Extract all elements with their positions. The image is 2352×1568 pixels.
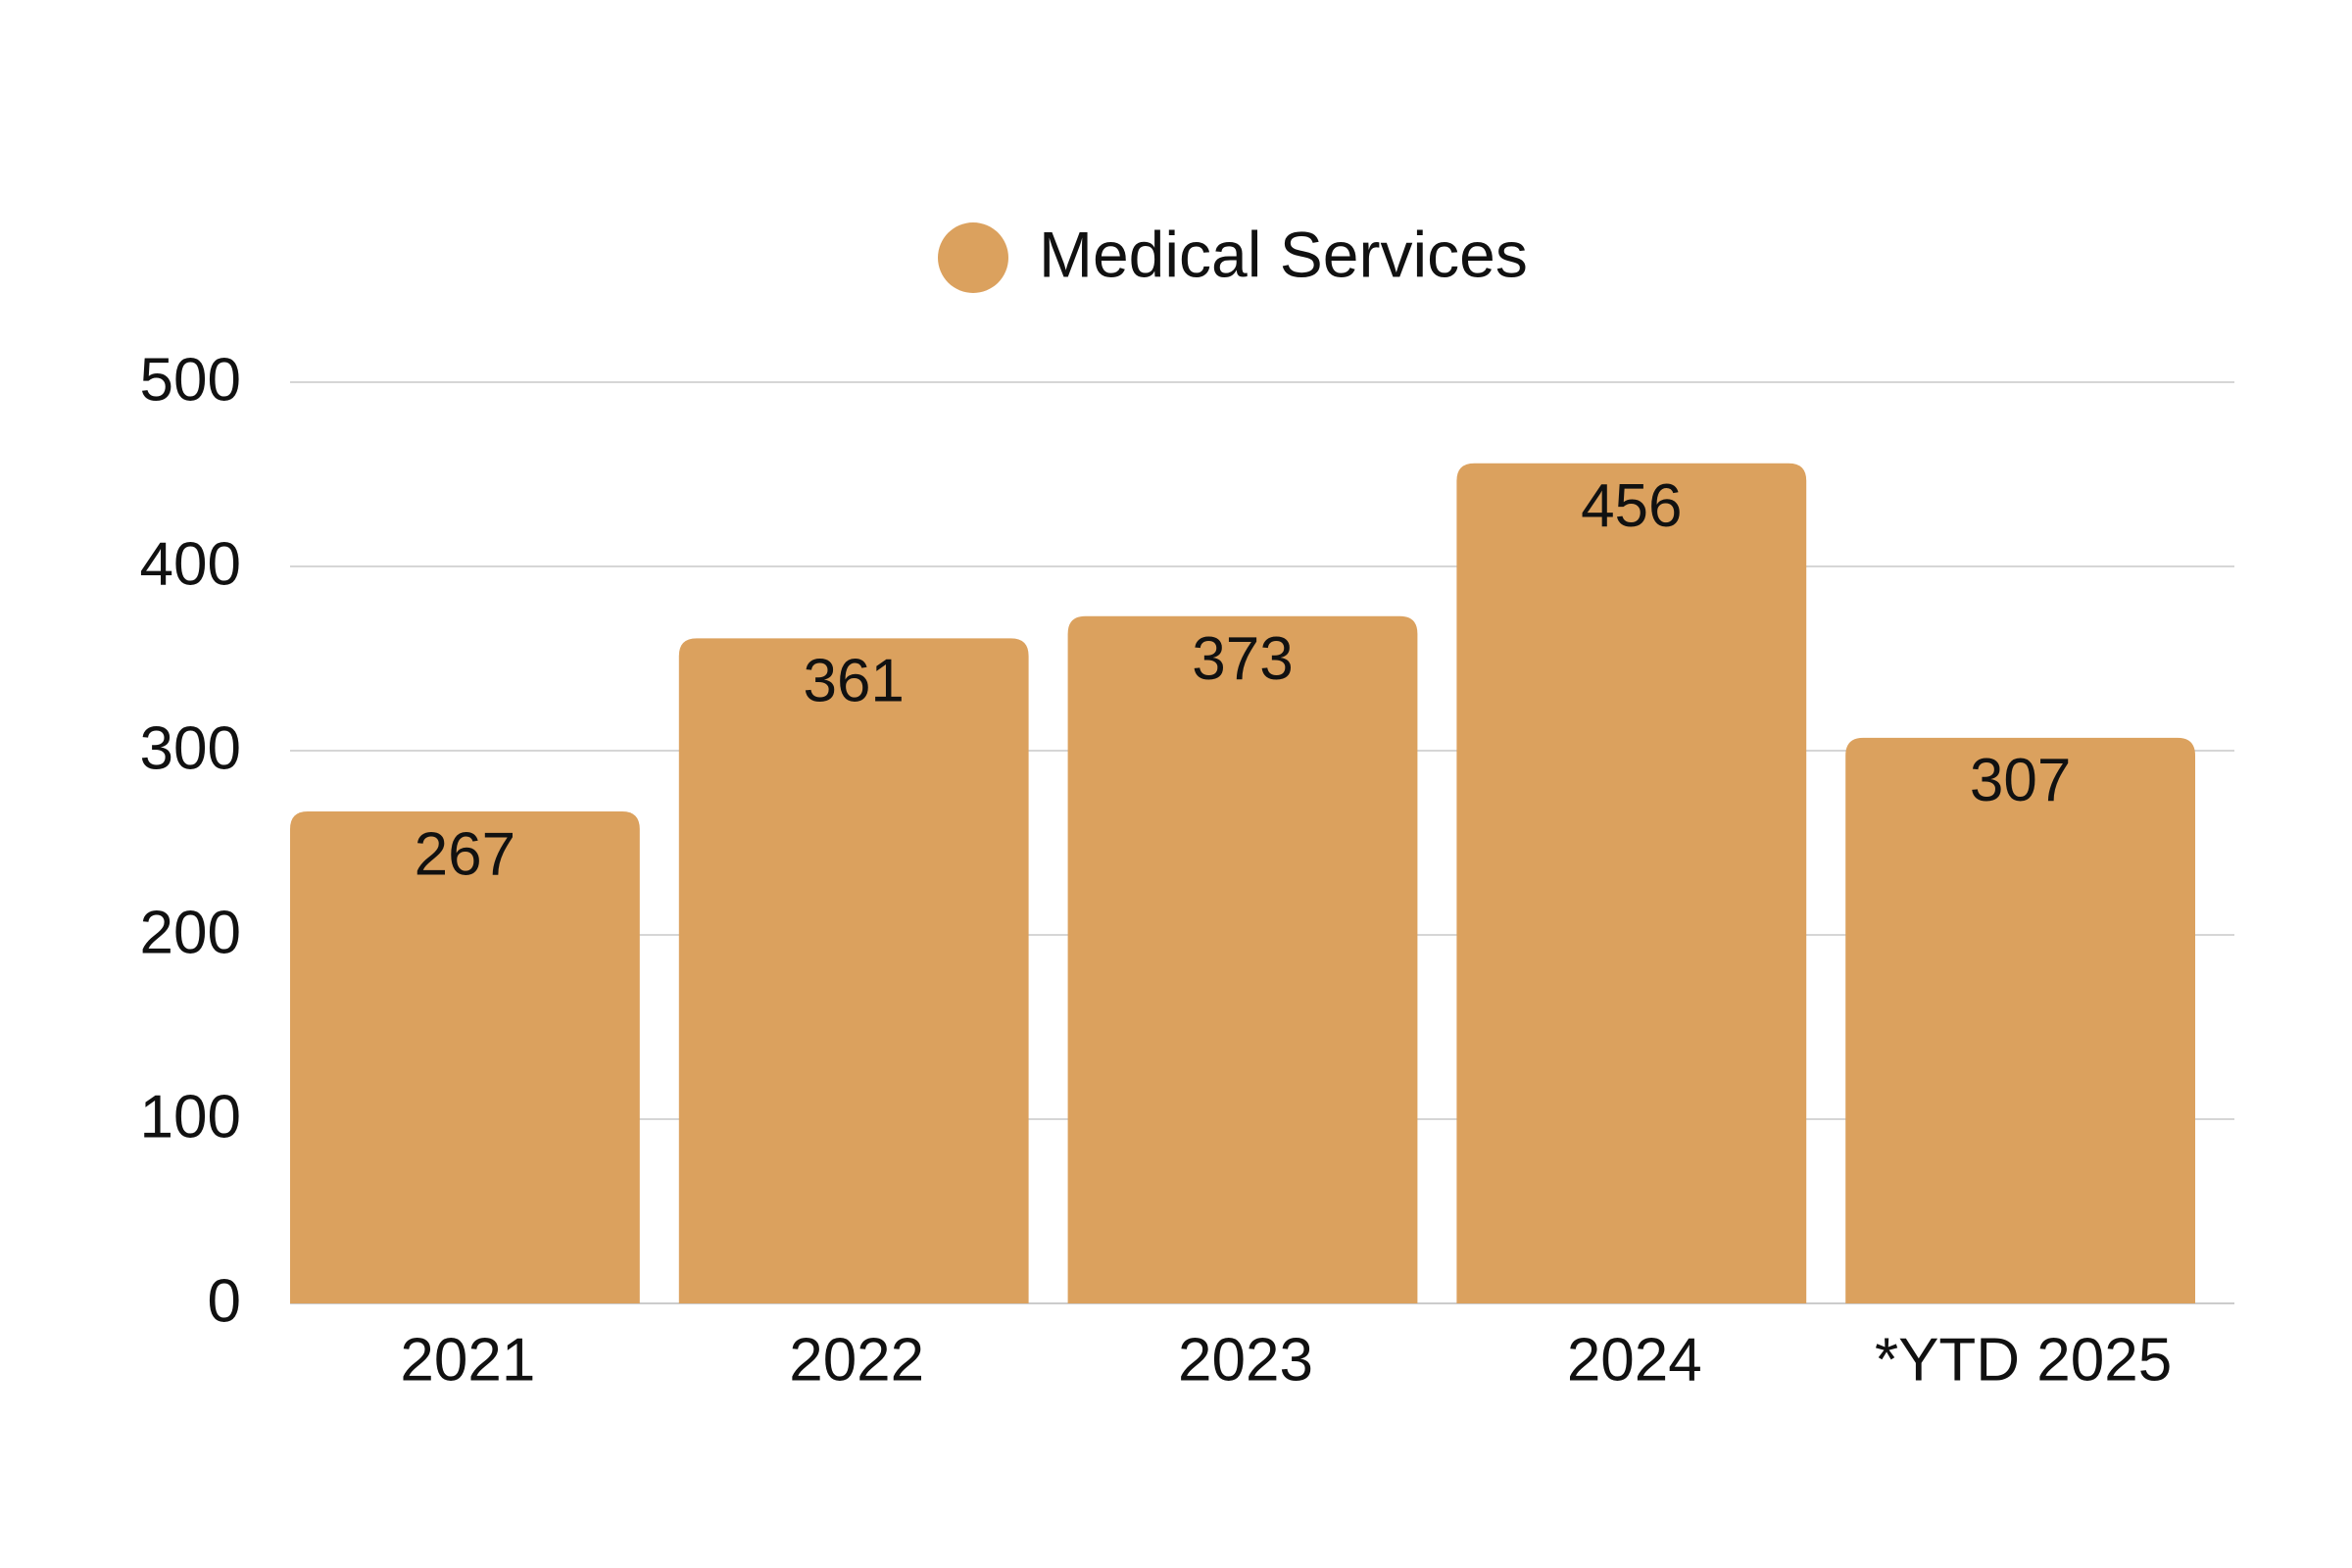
data-label-1: 361	[803, 648, 904, 715]
legend-marker	[938, 222, 1008, 293]
data-label-4: 307	[1970, 747, 2071, 814]
bar-ytd-2025	[1845, 737, 2195, 1303]
y-tick-label-300: 300	[140, 714, 241, 782]
y-tick-label-0: 0	[208, 1267, 241, 1335]
bars	[290, 463, 2195, 1304]
data-labels: 267 361 373 456 307	[415, 472, 2072, 888]
bar-2022	[678, 638, 1029, 1303]
data-label-0: 267	[415, 820, 515, 888]
legend-label-medical-services: Medical Services	[1039, 218, 1528, 290]
x-tick-label-2: 2023	[1178, 1326, 1313, 1394]
bar-2024	[1456, 463, 1807, 1304]
y-tick-label-400: 400	[140, 530, 241, 598]
data-label-2: 373	[1192, 625, 1293, 693]
y-axis-tick-labels: 0 100 200 300 400 500	[140, 346, 241, 1335]
x-tick-label-4: *YTD 2025	[1875, 1326, 2172, 1394]
bar-2023	[1067, 615, 1418, 1303]
x-tick-label-0: 2021	[400, 1326, 535, 1394]
data-label-3: 456	[1581, 472, 1682, 540]
x-axis-tick-labels: 2021 2022 2023 2024 *YTD 2025	[400, 1326, 2172, 1394]
y-tick-label-200: 200	[140, 899, 241, 966]
x-tick-label-1: 2022	[789, 1326, 924, 1394]
bar-2021	[290, 811, 640, 1303]
legend: Medical Services	[938, 218, 1528, 293]
x-tick-label-3: 2024	[1567, 1326, 1702, 1394]
y-tick-label-500: 500	[140, 346, 241, 414]
y-tick-label-100: 100	[140, 1083, 241, 1151]
